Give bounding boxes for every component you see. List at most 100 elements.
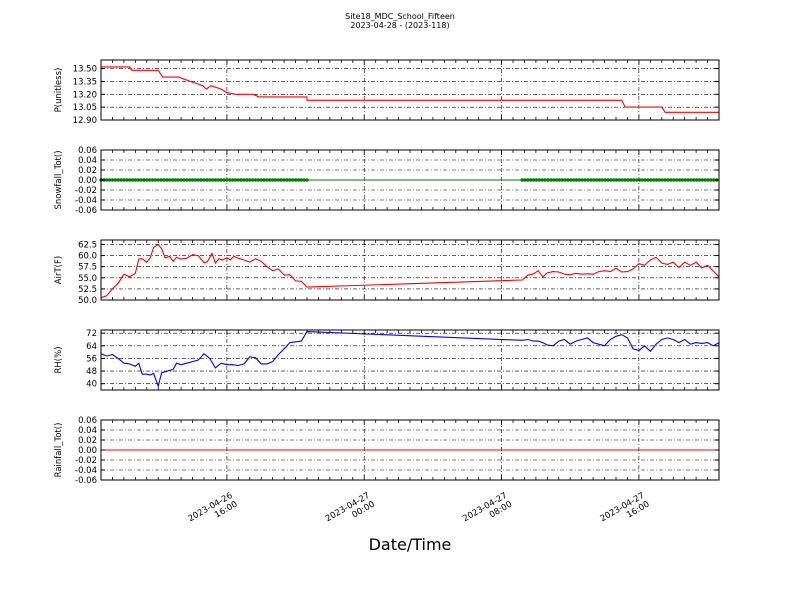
y-tick-label: -0.06 (75, 206, 97, 216)
series-marker (239, 178, 243, 182)
series-marker (147, 178, 152, 182)
series-marker (273, 178, 278, 182)
y-tick-label: 12.90 (73, 116, 97, 126)
y-axis-label: Snowfall_Tot() (54, 150, 64, 209)
series-marker (299, 178, 303, 182)
series-marker (210, 178, 215, 182)
series-marker (268, 178, 272, 182)
chart-title: Site18_MDC_School_Fifteen (345, 12, 455, 21)
y-tick-label: 13.20 (73, 90, 97, 100)
series-marker (520, 178, 524, 182)
panel-4: 72 64 56 48 40 RH(%) (54, 329, 720, 391)
series-marker (216, 178, 221, 182)
series-marker (700, 178, 705, 182)
series-marker (176, 178, 180, 182)
series-marker (245, 178, 249, 182)
series-marker (285, 178, 289, 182)
y-tick-label: 52.5 (78, 285, 97, 295)
series-marker (219, 178, 223, 182)
series-marker (571, 178, 576, 182)
series-marker (612, 178, 616, 182)
series-marker (288, 178, 292, 182)
series-marker (534, 178, 539, 182)
y-tick-label: -0.06 (75, 476, 97, 486)
series-marker (634, 178, 639, 182)
series-marker (706, 178, 710, 182)
series-marker (233, 178, 238, 182)
series-marker (162, 178, 166, 182)
series-marker (276, 178, 281, 182)
series-marker (663, 178, 667, 182)
series-marker (125, 178, 129, 182)
series-marker (242, 178, 246, 182)
series-marker (529, 178, 533, 182)
series-marker (629, 178, 633, 182)
series-marker (127, 178, 132, 182)
series-marker (179, 178, 183, 182)
series-marker (657, 178, 662, 182)
series-marker (116, 178, 120, 182)
y-tick-label: 13.50 (73, 65, 97, 75)
series-marker (703, 178, 707, 182)
series-marker (531, 178, 536, 182)
panel-2: 0.060.040.020.00-0.02-0.04-0.06 Snowfall_… (54, 146, 720, 216)
series-marker (259, 178, 263, 182)
y-tick-label: 40 (86, 380, 97, 390)
y-tick-label: 57.5 (78, 263, 97, 273)
series-marker (580, 178, 584, 182)
series-marker (640, 178, 645, 182)
series-marker (139, 178, 143, 182)
series-marker (265, 178, 269, 182)
series-marker (609, 178, 613, 182)
y-tick-label: 0.06 (78, 416, 97, 426)
series-marker (190, 178, 195, 182)
series-marker (187, 178, 192, 182)
panel-frame (100, 239, 720, 301)
series-marker (122, 178, 126, 182)
series-marker (543, 178, 547, 182)
series-marker (305, 178, 309, 182)
series-marker (677, 178, 682, 182)
series-marker (697, 178, 702, 182)
series-marker (262, 178, 266, 182)
y-axis-label: Rainfall_Tot() (54, 423, 64, 478)
series-marker (606, 178, 610, 182)
series-marker (666, 178, 670, 182)
series-marker (626, 178, 630, 182)
series-marker (256, 178, 261, 182)
panel-3: 62.5 60.057.555.052.550.0 AirT(F) (54, 239, 720, 306)
series-marker (603, 178, 607, 182)
series-marker (674, 178, 679, 182)
series-marker (566, 178, 570, 182)
series-marker (165, 178, 169, 182)
series-marker (643, 178, 647, 182)
series-marker (279, 178, 283, 182)
series-marker (130, 178, 135, 182)
y-tick-label: 0.02 (78, 166, 97, 176)
series-marker (523, 178, 527, 182)
series-marker (136, 178, 140, 182)
y-tick-label: 72 (86, 329, 97, 339)
series-marker (586, 178, 590, 182)
series-marker (145, 178, 149, 182)
y-tick-label: 56 (86, 354, 97, 364)
y-tick-label: -0.02 (75, 186, 97, 196)
series-marker (646, 178, 650, 182)
series-marker (228, 178, 232, 182)
x-axis-label: Date/Time (369, 535, 452, 554)
series-marker (672, 178, 676, 182)
series-marker (694, 178, 699, 182)
series-marker (551, 178, 556, 182)
series-marker (248, 178, 252, 182)
series-marker (546, 178, 550, 182)
y-tick-label: 48 (86, 367, 97, 377)
series-marker (142, 178, 146, 182)
y-tick-label: -0.04 (75, 196, 97, 206)
series-marker (669, 178, 673, 182)
series-marker (712, 178, 716, 182)
series-marker (577, 178, 582, 182)
y-tick-label: 0.02 (78, 436, 97, 446)
y-axis-label: AirT(F) (54, 256, 64, 284)
